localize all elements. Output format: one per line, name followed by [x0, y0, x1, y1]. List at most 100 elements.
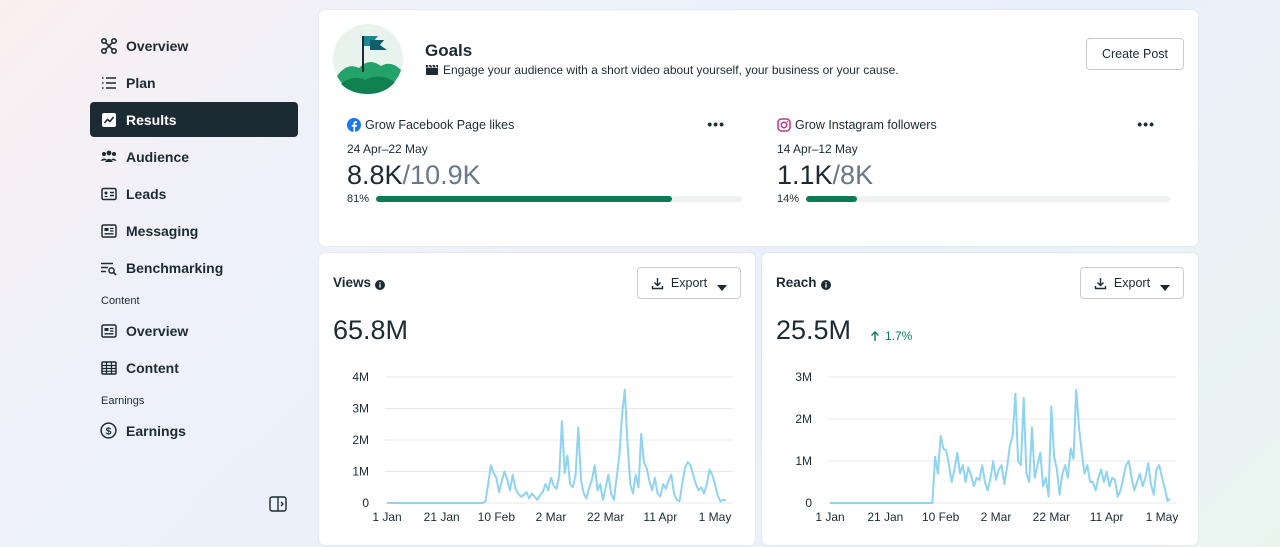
reach-total: 25.5M: [776, 315, 852, 345]
chevron-down-icon: [717, 280, 728, 291]
section-heading-content: Content: [101, 295, 140, 307]
sidebar-item-plan[interactable]: Plan: [90, 65, 298, 100]
reach-y-tick-label: 1M: [795, 454, 812, 468]
reach-y-tick-label: 2M: [795, 412, 812, 426]
views-x-tick-label: 1 May: [699, 510, 732, 524]
overview-card-icon: [100, 322, 117, 339]
views-title-text: Views: [333, 275, 372, 290]
goals-subtitle: Engage your audience with a short video …: [425, 63, 899, 77]
info-icon[interactable]: [820, 278, 831, 290]
views-total: 65.8M: [333, 315, 409, 345]
views-x-tick-label: 1 Jan: [372, 510, 401, 524]
id-card-icon: [100, 185, 117, 202]
chevron-down-icon: [1160, 280, 1171, 291]
instagram-goal-progress-fill: [806, 196, 857, 202]
sidebar-item-earnings[interactable]: $ Earnings: [90, 413, 298, 448]
facebook-goal-label: Grow Facebook Page likes: [365, 118, 515, 132]
sidebar-item-content-overview[interactable]: Overview: [90, 313, 298, 348]
goals-subtitle-text: Engage your audience with a short video …: [443, 63, 899, 77]
reach-delta-value: 1.7%: [885, 329, 913, 343]
people-icon: [100, 148, 117, 165]
views-y-tick-label: 1M: [352, 465, 369, 479]
reach-x-tick-label: 21 Jan: [867, 510, 903, 524]
instagram-goal-current: 1.1K: [777, 160, 833, 190]
dollar-icon: $: [100, 422, 117, 439]
message-icon: [100, 222, 117, 239]
views-export-label: Export: [670, 276, 708, 290]
instagram-goal-label: Grow Instagram followers: [795, 118, 937, 132]
views-series-line: [387, 388, 727, 504]
instagram-goal-target: /8K: [832, 160, 874, 190]
instagram-goal-value: 1.1K/8K: [777, 159, 1173, 191]
views-x-tick-label: 11 Apr: [643, 510, 677, 524]
sidebar-item-label: Overview: [126, 37, 189, 54]
reach-x-tick-label: 2 Mar: [981, 510, 1012, 524]
clapperboard-icon: [425, 64, 439, 76]
views-export-button[interactable]: Export: [637, 267, 741, 299]
sidebar-item-label: Leads: [126, 185, 167, 202]
reach-line-chart: 0 1M 2M 3M 1 Jan 21 Jan 10 Feb 2 Mar 22 Mar 11 Ap…: [795, 370, 1179, 524]
facebook-goal-target: /10.9K: [402, 160, 481, 190]
instagram-goal-more-button[interactable]: •••: [1137, 116, 1155, 132]
goals-flag-illustration: [333, 24, 403, 94]
svg-text:$: $: [106, 425, 112, 437]
collapse-sidebar-icon[interactable]: [269, 496, 287, 512]
reach-x-tick-label: 1 Jan: [815, 510, 844, 524]
reach-export-label: Export: [1113, 276, 1151, 290]
arrow-up-icon: [870, 330, 880, 342]
facebook-goal-more-button[interactable]: •••: [707, 116, 725, 132]
sidebar-item-leads[interactable]: Leads: [90, 176, 298, 211]
reach-y-tick-label: 3M: [795, 370, 812, 384]
facebook-goal-percent: 81%: [347, 193, 370, 205]
sidebar: Overview Plan Results Audience Leads Mes…: [90, 28, 298, 450]
sidebar-item-label: Messaging: [126, 222, 199, 239]
reach-title-text: Reach: [776, 275, 817, 290]
sidebar-item-label: Overview: [126, 322, 189, 339]
reach-y-tick-label: 0: [805, 496, 812, 510]
facebook-goal-current: 8.8K: [347, 160, 403, 190]
reach-x-tick-label: 22 Mar: [1033, 510, 1070, 524]
views-y-tick-label: 4M: [352, 370, 369, 384]
benchmark-icon: [100, 259, 117, 276]
sidebar-item-messaging[interactable]: Messaging: [90, 213, 298, 248]
instagram-goal-percent: 14%: [777, 193, 800, 205]
reach-title: Reach: [776, 275, 831, 290]
sidebar-item-label: Content: [126, 359, 179, 376]
sidebar-item-content[interactable]: Content: [90, 350, 298, 385]
facebook-goal: Grow Facebook Page likes ••• 24 Apr–22 M…: [347, 116, 743, 216]
trend-icon: [100, 111, 117, 128]
sidebar-item-label: Audience: [126, 148, 190, 165]
reach-x-tick-label: 10 Feb: [922, 510, 960, 524]
create-post-button[interactable]: Create Post: [1086, 38, 1184, 70]
sidebar-item-audience[interactable]: Audience: [90, 139, 298, 174]
goals-card: Goals Engage your audience with a short …: [319, 10, 1198, 246]
info-icon[interactable]: [375, 278, 386, 290]
views-title: Views: [333, 275, 386, 290]
table-icon: [100, 359, 117, 376]
sidebar-item-label: Results: [126, 111, 177, 128]
section-heading-earnings: Earnings: [101, 395, 145, 407]
goals-title: Goals: [425, 41, 473, 60]
sidebar-item-results[interactable]: Results: [90, 102, 298, 137]
sidebar-item-benchmarking[interactable]: Benchmarking: [90, 250, 298, 285]
views-x-tick-label: 10 Feb: [478, 510, 516, 524]
views-card: Views Export 65.8M 0 1M 2M 3M 4M 1 Jan 21 Jan 1…: [319, 253, 755, 545]
facebook-goal-progress-fill: [376, 196, 673, 202]
views-y-tick-label: 3M: [352, 402, 369, 416]
reach-x-tick-label: 1 May: [1146, 510, 1179, 524]
views-line-chart: 0 1M 2M 3M 4M 1 Jan 21 Jan 10 Feb 2 Mar 22 Mar 11 …: [352, 370, 733, 524]
views-y-tick-label: 2M: [352, 433, 369, 447]
views-x-tick-label: 2 Mar: [536, 510, 567, 524]
download-icon: [651, 277, 664, 290]
sidebar-item-label: Benchmarking: [126, 259, 224, 276]
reach-series-line: [830, 388, 1171, 504]
reach-export-button[interactable]: Export: [1080, 267, 1184, 299]
sidebar-item-label: Earnings: [126, 422, 186, 439]
reach-delta: 1.7%: [870, 329, 912, 343]
list-icon: [100, 74, 117, 91]
sidebar-item-overview[interactable]: Overview: [90, 28, 298, 63]
reach-x-tick-label: 11 Apr: [1090, 510, 1124, 524]
facebook-icon: [347, 118, 361, 132]
instagram-goal-progress-track: [806, 196, 1170, 202]
facebook-goal-progress-track: [376, 196, 742, 202]
